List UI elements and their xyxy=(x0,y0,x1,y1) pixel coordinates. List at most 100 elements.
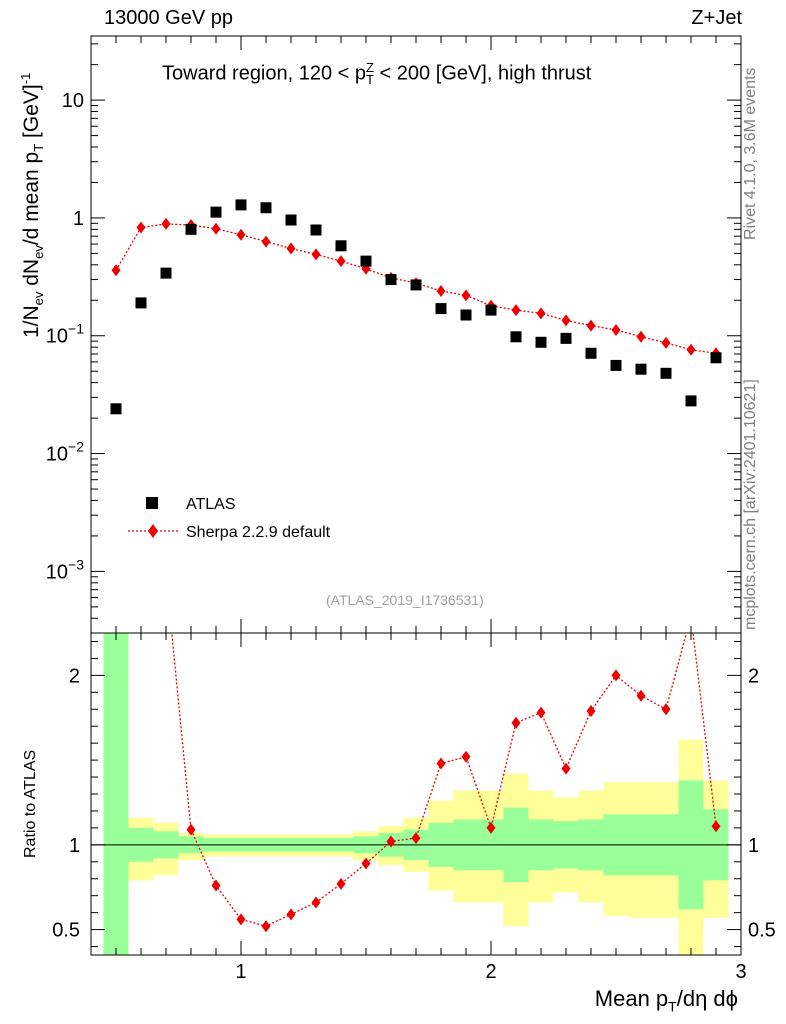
atlas-point xyxy=(335,240,347,252)
subtitle-prefix: Toward region, 120 < p xyxy=(162,62,367,85)
subtitle-suffix: < 200 [GeV], high thrust xyxy=(373,62,592,85)
sherpa-ratio-point xyxy=(286,908,296,921)
main-y-tick-label: 10−3 xyxy=(46,556,84,583)
atlas-point xyxy=(510,331,522,343)
sherpa-point xyxy=(236,228,246,241)
sherpa-ratio-point xyxy=(336,877,346,890)
sherpa-ratio-point xyxy=(611,669,621,682)
ylabel-sup: -1 xyxy=(18,72,33,85)
sherpa-ratio-point xyxy=(561,762,571,775)
atlas-point xyxy=(560,332,572,344)
source-info: mcplots.cern.ch [arXiv:2401.10621] xyxy=(742,379,759,630)
sherpa-ratio-point xyxy=(236,913,246,926)
atlas-point xyxy=(685,395,697,407)
sherpa-ratio-point xyxy=(511,716,521,729)
atlas-point xyxy=(160,267,172,279)
main-y-tick-label: 1 xyxy=(73,208,84,230)
sherpa-point xyxy=(111,264,121,277)
xlabel-p1: Mean p xyxy=(594,986,669,1011)
legend-sherpa-label: Sherpa 2.2.9 default xyxy=(186,524,331,541)
sherpa-ratio-point xyxy=(211,879,221,892)
xlabel-sub: T xyxy=(668,998,677,1015)
atlas-point xyxy=(360,255,372,267)
legend: ATLAS Sherpa 2.2.9 default xyxy=(128,496,331,541)
rivet-info: Rivet 4.1.0, 3.6M events xyxy=(742,67,759,240)
atlas-point xyxy=(235,199,247,211)
sherpa-point xyxy=(286,242,296,255)
sherpa-point xyxy=(136,221,146,234)
axis-ticks: 1 2 3 10−3 10−2 10−1 1 10 0.5 0.5 1 1 2 2 xyxy=(46,36,776,983)
legend-sherpa-marker xyxy=(148,524,158,538)
ylabel-p1: 1/N xyxy=(20,305,43,338)
ylabel-s1: ev xyxy=(31,291,47,306)
atlas-point xyxy=(285,214,297,226)
atlas-point xyxy=(635,363,647,375)
ratio-uncertainty-bands xyxy=(103,633,729,955)
x-tick-label: 1 xyxy=(235,961,246,983)
ylabel-p4: [GeV] xyxy=(20,84,43,144)
sherpa-point xyxy=(686,343,696,356)
atlas-point xyxy=(485,304,497,316)
main-y-axis-label: 1/Nev dNev/d mean pT [GeV]-1 xyxy=(18,73,46,338)
subtitle-sub: T xyxy=(366,72,374,87)
ratio-y-tick-label-left: 1 xyxy=(69,835,80,857)
main-y-tick-label: 10 xyxy=(62,90,84,112)
atlas-point xyxy=(210,206,222,218)
ratio-y-tick-label-left: 0.5 xyxy=(52,920,80,942)
atlas-layer xyxy=(110,199,722,415)
ylabel-s2: ev xyxy=(31,245,47,259)
sherpa-point xyxy=(261,235,271,248)
sherpa-point xyxy=(511,304,521,317)
sherpa-point xyxy=(161,217,171,230)
atlas-point xyxy=(110,403,122,415)
ratio-y-tick-label-right: 1 xyxy=(748,835,759,857)
sherpa-ratio-point xyxy=(186,823,196,836)
sherpa-ratio-point xyxy=(361,857,371,870)
x-axis-label: Mean pT/dη dϕ xyxy=(595,986,738,1014)
sherpa-ratio-point xyxy=(486,821,496,834)
sherpa-ratio-point xyxy=(711,820,721,833)
atlas-point xyxy=(185,223,197,235)
sherpa-ratio-point xyxy=(436,757,446,770)
sherpa-ratio-point xyxy=(411,832,421,845)
sherpa-point xyxy=(586,319,596,332)
atlas-point xyxy=(710,352,722,364)
sherpa-ratio-point xyxy=(386,835,396,848)
sherpa-point xyxy=(536,307,546,320)
sherpa-point xyxy=(311,248,321,261)
main-y-tick-label: 10−1 xyxy=(46,321,84,348)
atlas-point xyxy=(610,359,622,371)
sherpa-point xyxy=(611,323,621,336)
atlas-point xyxy=(535,336,547,348)
atlas-point xyxy=(585,347,597,359)
xlabel-p2: /dη dϕ xyxy=(676,986,738,1011)
ylabel-p2: dN xyxy=(20,258,43,292)
ratio-y-tick-label-right: 0.5 xyxy=(748,920,776,942)
atlas-point xyxy=(135,297,147,309)
atlas-point xyxy=(460,309,472,321)
legend-atlas-marker xyxy=(146,497,158,509)
atlas-point xyxy=(660,367,672,379)
sherpa-ratio-point xyxy=(461,750,471,763)
legend-atlas-label: ATLAS xyxy=(186,496,236,513)
ylabel-s3: T xyxy=(31,143,47,152)
subtitle-sup: Z xyxy=(366,60,374,75)
ylabel-p3: /d mean p xyxy=(20,151,43,246)
sherpa-point xyxy=(461,289,471,302)
sherpa-ratio-point xyxy=(661,703,671,716)
process-label: Z+Jet xyxy=(691,7,742,29)
energy-label: 13000 GeV pp xyxy=(104,7,233,29)
sherpa-ratio-point xyxy=(636,689,646,702)
sherpa-point xyxy=(336,255,346,268)
sherpa-point xyxy=(661,336,671,349)
main-y-tick-label: 10−2 xyxy=(46,439,84,466)
ratio-y-axis-label: Ratio to ATLAS xyxy=(22,749,39,858)
atlas-point xyxy=(310,224,322,236)
ratio-y-tick-label-right: 2 xyxy=(748,665,759,687)
x-tick-label: 2 xyxy=(485,961,496,983)
atlas-point xyxy=(385,274,397,286)
sherpa-ratio-point xyxy=(261,920,271,933)
sherpa-point xyxy=(561,314,571,327)
analysis-watermark: (ATLAS_2019_I1736531) xyxy=(326,592,484,608)
